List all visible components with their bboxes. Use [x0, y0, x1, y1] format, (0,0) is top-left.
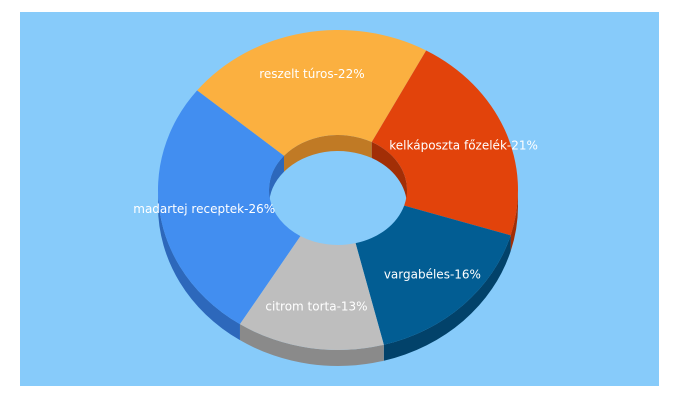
- slice-label-madartej-receptek: madartej receptek-26%: [133, 202, 275, 216]
- slice-label-kelkaposzta-fozelek: kelkáposzta főzelék-21%: [389, 139, 538, 153]
- slice-label-vargabeles: vargabéles-16%: [384, 268, 481, 282]
- slice-kelkaposzta-fozelek[interactable]: [371, 50, 518, 236]
- slice-label-reszelt-turos: reszelt túros-22%: [259, 67, 364, 81]
- slice-reszelt-turos[interactable]: [197, 29, 427, 156]
- donut-side-walls: [158, 135, 518, 367]
- inner-wall-madartej-receptek: [269, 155, 285, 206]
- inner-wall-kelkaposzta-fozelek: [371, 142, 407, 206]
- slice-label-citrom-torta: citrom torta-13%: [265, 300, 367, 314]
- donut-chart: madartej receptek-26% reszelt túros-22% ke…: [133, 29, 538, 367]
- inner-wall-reszelt-turos: [284, 135, 372, 172]
- outer-wall-madartej-receptek: [158, 190, 240, 341]
- slice-vargabeles[interactable]: [355, 205, 511, 345]
- slice-madartej-receptek[interactable]: [158, 90, 301, 325]
- donut-slices: [158, 29, 518, 351]
- outer-wall-citrom-torta: [239, 324, 384, 367]
- outer-wall-vargabeles: [383, 235, 511, 361]
- outer-wall-kelkaposzta-fozelek: [510, 190, 518, 252]
- slice-labels: madartej receptek-26% reszelt túros-22% ke…: [133, 67, 538, 313]
- chart-panel: madartej receptek-26% reszelt túros-22% ke…: [20, 12, 659, 386]
- slice-citrom-torta[interactable]: [239, 236, 384, 351]
